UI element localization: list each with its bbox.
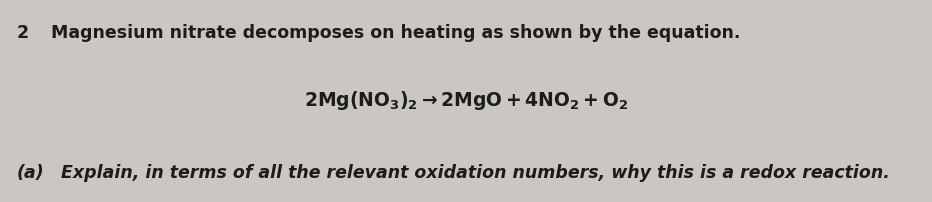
Text: Explain, in terms of all the relevant oxidation numbers, why this is a redox rea: Explain, in terms of all the relevant ox… — [61, 164, 889, 182]
Text: Magnesium nitrate decomposes on heating as shown by the equation.: Magnesium nitrate decomposes on heating … — [51, 24, 741, 42]
Text: 2: 2 — [17, 24, 29, 42]
Text: $\mathbf{2Mg(NO_3)_2 \rightarrow 2MgO + 4NO_2 + O_2}$: $\mathbf{2Mg(NO_3)_2 \rightarrow 2MgO + … — [304, 89, 628, 113]
Text: (a): (a) — [17, 164, 45, 182]
